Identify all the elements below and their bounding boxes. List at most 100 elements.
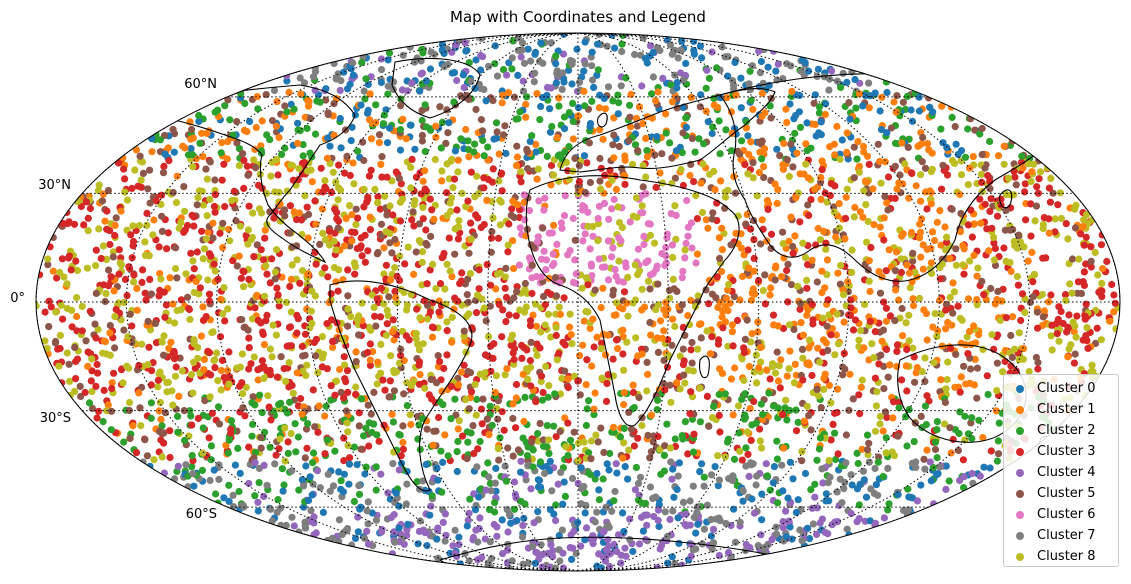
cluster-point xyxy=(438,167,446,175)
cluster-point xyxy=(303,203,311,211)
cluster-point xyxy=(384,90,392,98)
cluster-point xyxy=(839,371,847,379)
cluster-point xyxy=(640,240,648,249)
cluster-point xyxy=(845,99,853,107)
cluster-point xyxy=(843,525,851,533)
cluster-point xyxy=(526,357,535,365)
cluster-point xyxy=(193,201,201,209)
cluster-point xyxy=(591,286,599,294)
cluster-point xyxy=(509,452,517,460)
cluster-point xyxy=(135,389,143,397)
cluster-point xyxy=(724,342,732,350)
cluster-point xyxy=(447,157,455,165)
cluster-point xyxy=(475,285,483,293)
cluster-point xyxy=(583,356,591,364)
cluster-point xyxy=(264,392,272,400)
cluster-point xyxy=(266,279,274,287)
cluster-point xyxy=(776,384,784,392)
cluster-point xyxy=(581,203,589,211)
cluster-point xyxy=(594,237,602,245)
cluster-point xyxy=(220,494,228,502)
cluster-point xyxy=(638,202,646,210)
cluster-point xyxy=(591,475,599,483)
cluster-point xyxy=(464,438,472,446)
cluster-point xyxy=(978,151,986,159)
cluster-point xyxy=(804,306,812,314)
cluster-point xyxy=(130,278,138,286)
cluster-point xyxy=(736,150,744,158)
cluster-point xyxy=(308,319,316,327)
cluster-point xyxy=(801,59,809,67)
cluster-point xyxy=(687,552,695,560)
cluster-point xyxy=(517,168,525,176)
cluster-point xyxy=(625,408,633,416)
cluster-point xyxy=(565,143,573,151)
cluster-point xyxy=(770,321,778,329)
cluster-point xyxy=(323,154,331,162)
cluster-point xyxy=(486,402,494,410)
cluster-point xyxy=(377,78,385,87)
cluster-point xyxy=(738,395,746,403)
cluster-point xyxy=(189,163,197,171)
cluster-point xyxy=(284,449,292,457)
cluster-point xyxy=(714,452,722,460)
cluster-point xyxy=(501,122,509,130)
cluster-point xyxy=(117,207,125,215)
cluster-point xyxy=(717,94,725,102)
cluster-point xyxy=(956,314,965,322)
cluster-point xyxy=(262,317,270,325)
cluster-point xyxy=(581,60,589,68)
cluster-point xyxy=(832,331,841,339)
cluster-point xyxy=(65,360,73,368)
cluster-point xyxy=(576,352,584,360)
cluster-point xyxy=(667,398,675,406)
cluster-point xyxy=(487,234,496,242)
cluster-point xyxy=(537,328,545,336)
cluster-point xyxy=(533,90,541,98)
cluster-point xyxy=(78,302,86,310)
cluster-point xyxy=(599,135,607,143)
cluster-point xyxy=(586,122,594,131)
cluster-point xyxy=(240,323,248,331)
cluster-point xyxy=(492,464,500,472)
cluster-point xyxy=(323,436,331,444)
cluster-point xyxy=(472,211,480,219)
cluster-point xyxy=(403,526,411,534)
cluster-point xyxy=(427,502,435,510)
cluster-point xyxy=(566,310,574,318)
cluster-point xyxy=(84,348,92,356)
cluster-point xyxy=(160,351,168,359)
cluster-point xyxy=(749,174,757,182)
cluster-point xyxy=(581,230,589,238)
cluster-point xyxy=(483,261,491,269)
cluster-point xyxy=(880,514,889,522)
cluster-point xyxy=(791,360,799,368)
cluster-point xyxy=(698,208,707,217)
cluster-point xyxy=(884,173,893,181)
cluster-point xyxy=(818,515,827,523)
cluster-point xyxy=(326,142,334,150)
cluster-point xyxy=(410,270,418,278)
cluster-point xyxy=(402,332,410,340)
cluster-point xyxy=(388,249,396,257)
cluster-point xyxy=(375,131,384,139)
cluster-point xyxy=(687,219,696,227)
cluster-point xyxy=(1035,175,1043,183)
cluster-point xyxy=(984,172,992,180)
cluster-point xyxy=(694,292,702,300)
cluster-point xyxy=(465,557,473,565)
cluster-point xyxy=(1047,332,1055,340)
cluster-point xyxy=(899,230,907,238)
cluster-point xyxy=(457,368,466,376)
cluster-point xyxy=(503,365,511,373)
cluster-point xyxy=(120,165,128,173)
cluster-point xyxy=(1065,311,1073,319)
cluster-point xyxy=(666,444,675,452)
cluster-point xyxy=(434,526,442,535)
cluster-point xyxy=(767,244,775,253)
cluster-point xyxy=(374,199,382,207)
cluster-point xyxy=(493,128,501,136)
cluster-point xyxy=(266,345,274,353)
cluster-point xyxy=(301,330,310,338)
cluster-point xyxy=(879,472,887,481)
